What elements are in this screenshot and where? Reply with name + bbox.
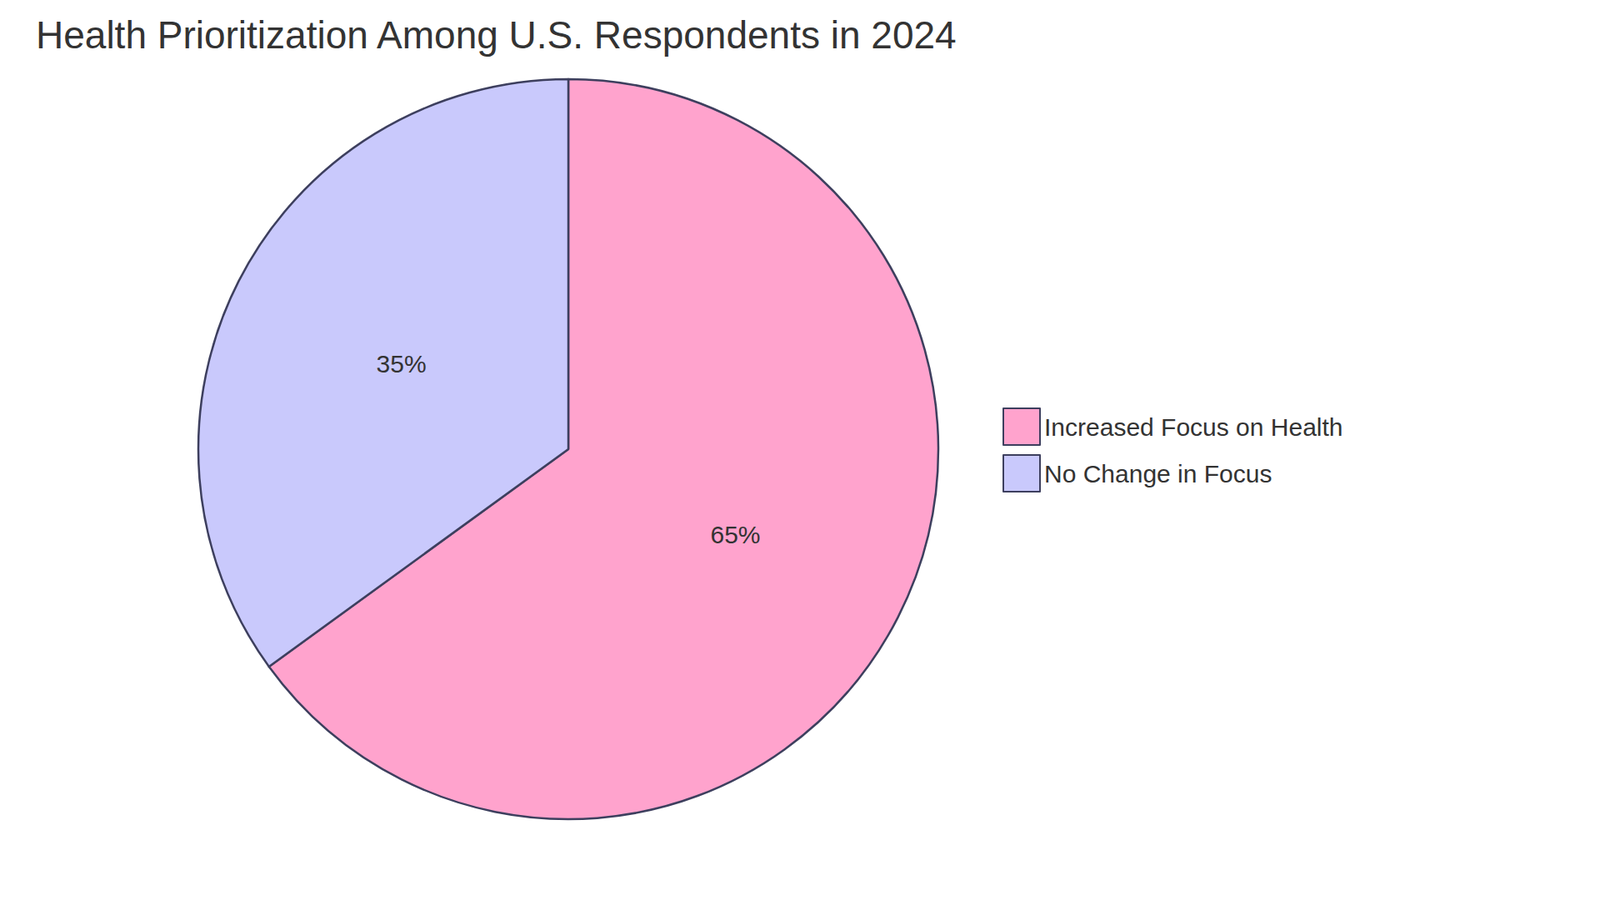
svg-text:35%: 35% — [376, 350, 427, 378]
svg-text:No Change in Focus: No Change in Focus — [1044, 460, 1273, 488]
svg-text:65%: 65% — [710, 520, 760, 549]
svg-text:Health Prioritization Among U.: Health Prioritization Among U.S. Respond… — [35, 13, 957, 57]
svg-text:Increased Focus on Health: Increased Focus on Health — [1044, 413, 1344, 441]
